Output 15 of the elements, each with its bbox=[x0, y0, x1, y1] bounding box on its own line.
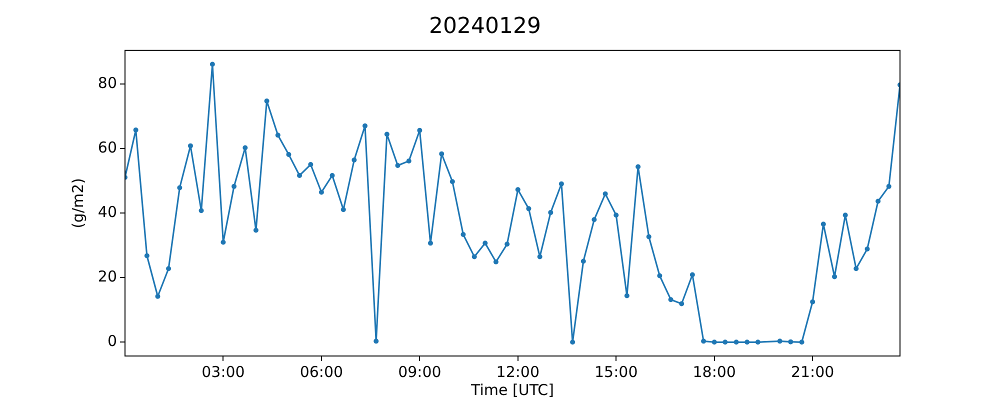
x-tick-label: 12:00 bbox=[496, 362, 540, 381]
x-tick-label: 03:00 bbox=[202, 362, 245, 381]
x-axis-title: Time [UTC] bbox=[470, 380, 554, 399]
chart-title: 20240129 bbox=[429, 14, 541, 39]
x-tick-label: 15:00 bbox=[594, 362, 638, 381]
y-tick-label: 40 bbox=[98, 203, 117, 222]
x-tick-label: 06:00 bbox=[300, 362, 344, 381]
y-tick-label: 20 bbox=[98, 268, 117, 286]
y-axis-title: (g/m2) bbox=[68, 178, 87, 228]
x-tick-label: 18:00 bbox=[692, 362, 736, 381]
y-tick-label: 80 bbox=[98, 74, 117, 92]
y-tick-label: 60 bbox=[98, 138, 117, 157]
x-tick-label: 09:00 bbox=[398, 362, 442, 381]
x-tick-label: 21:00 bbox=[790, 362, 834, 381]
y-tick-label: 0 bbox=[107, 332, 117, 350]
